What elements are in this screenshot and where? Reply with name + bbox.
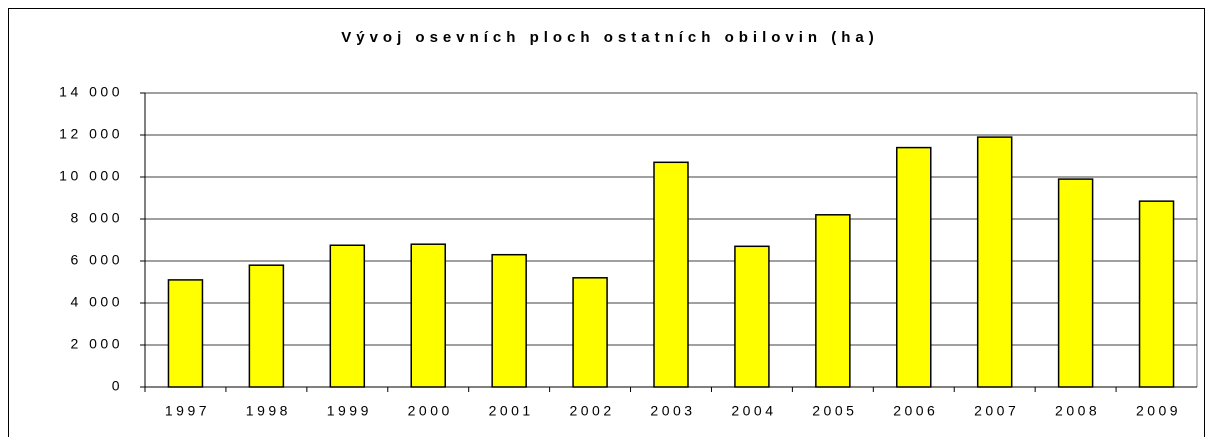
bar	[167, 279, 204, 388]
x-tick-label: 2009	[1136, 403, 1181, 419]
y-tick-label: 0	[112, 378, 123, 394]
bar	[896, 146, 932, 388]
bar	[1138, 200, 1175, 388]
bar	[572, 277, 608, 388]
bar	[976, 136, 1013, 388]
x-tick-label: 2002	[569, 403, 614, 419]
y-tick-label: 6 000	[70, 252, 123, 268]
bar	[248, 264, 285, 388]
x-tick-label: 2000	[408, 403, 453, 419]
y-tick-label: 8 000	[70, 210, 123, 226]
x-tick-label: 2006	[893, 403, 938, 419]
x-tick-label: 2008	[1055, 403, 1100, 419]
bar	[410, 243, 446, 388]
bar	[329, 244, 366, 388]
y-tick-label: 10 000	[59, 168, 123, 184]
x-tick-label: 1998	[246, 403, 291, 419]
x-tick-label: 2001	[489, 403, 534, 419]
y-tick-label: 4 000	[70, 294, 123, 310]
bar	[491, 253, 527, 388]
bar	[734, 245, 770, 388]
x-tick-label: 2004	[731, 403, 776, 419]
bar	[653, 161, 689, 388]
y-tick-label: 12 000	[59, 126, 123, 142]
bar	[815, 214, 851, 388]
x-tick-label: 1997	[165, 403, 210, 419]
x-tick-label: 2003	[650, 403, 695, 419]
y-tick-label: 14 000	[59, 84, 123, 100]
x-tick-label: 2005	[812, 403, 857, 419]
chart-title: Vývoj osevních ploch ostatních obilovin …	[341, 29, 879, 46]
x-tick-label: 2007	[974, 403, 1019, 419]
bar	[1057, 178, 1094, 388]
y-tick-label: 2 000	[70, 336, 123, 352]
x-tick-label: 1999	[327, 403, 372, 419]
